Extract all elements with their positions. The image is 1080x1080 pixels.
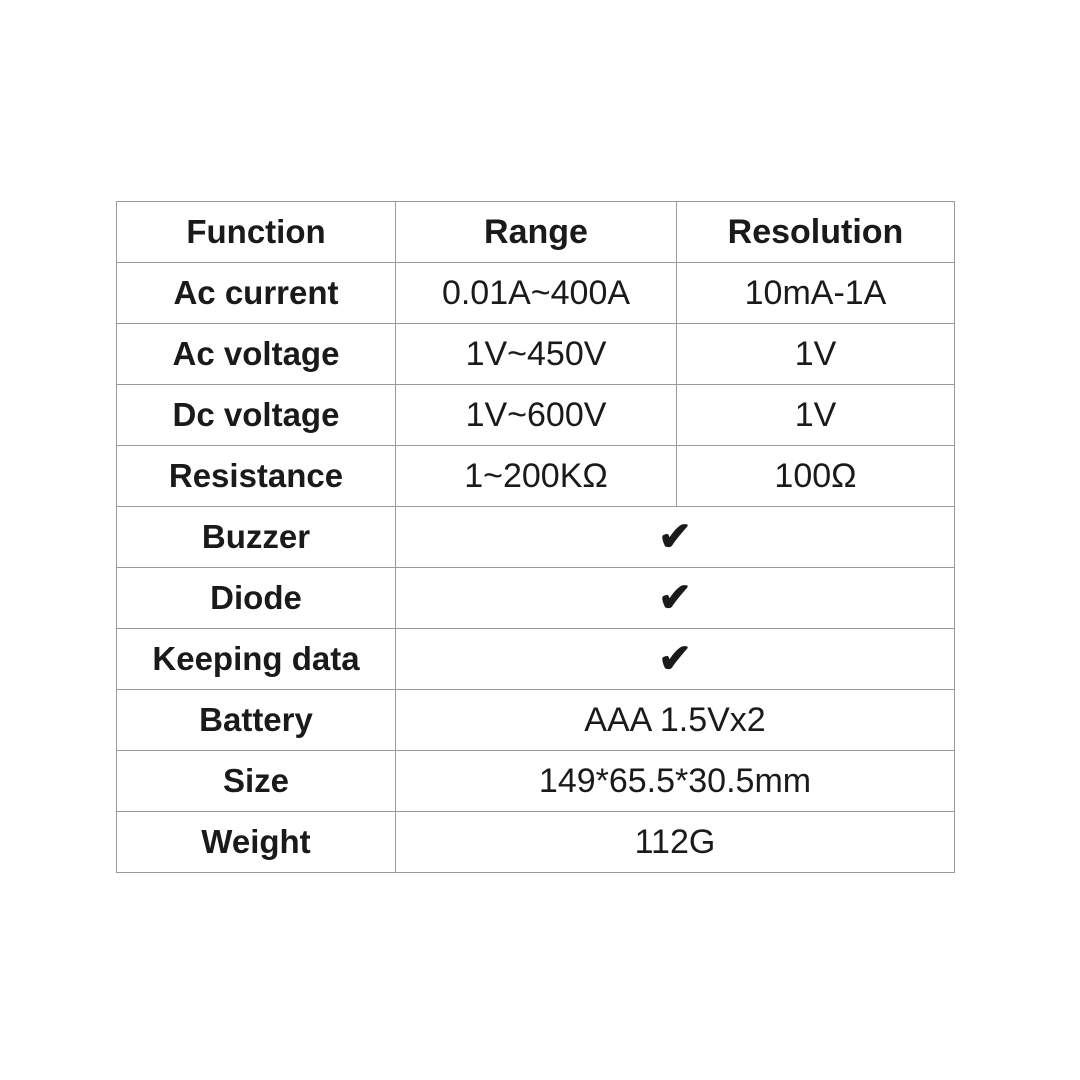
value-cell: 112G [395,811,955,873]
table-row: Dc voltage 1V~600V 1V [116,384,955,446]
table-row: Buzzer ✔ [116,506,955,568]
range-cell: 0.01A~400A [395,262,677,324]
spec-table: Function Range Resolution Ac current 0.01… [116,201,955,873]
function-cell: Size [116,750,396,812]
resolution-cell: 1V [676,384,955,446]
value-cell: AAA 1.5Vx2 [395,689,955,751]
function-cell: Buzzer [116,506,396,568]
function-cell: Resistance [116,445,396,507]
resolution-cell: 100Ω [676,445,955,507]
header-row: Function Range Resolution [116,201,955,263]
check-icon: ✔ [395,628,955,690]
table-row: Resistance 1~200KΩ 100Ω [116,445,955,507]
header-cell: Resolution [676,201,955,263]
check-icon: ✔ [395,506,955,568]
function-cell: Keeping data [116,628,396,690]
function-cell: Ac voltage [116,323,396,385]
value-cell: 149*65.5*30.5mm [395,750,955,812]
table-row: Size 149*65.5*30.5mm [116,750,955,812]
range-cell: 1V~450V [395,323,677,385]
resolution-cell: 1V [676,323,955,385]
table-row: Keeping data ✔ [116,628,955,690]
table-row: Weight 112G [116,811,955,873]
resolution-cell: 10mA-1A [676,262,955,324]
function-cell: Ac current [116,262,396,324]
function-cell: Battery [116,689,396,751]
table-row: Ac voltage 1V~450V 1V [116,323,955,385]
function-cell: Dc voltage [116,384,396,446]
range-cell: 1~200KΩ [395,445,677,507]
header-cell: Range [395,201,677,263]
header-cell: Function [116,201,396,263]
table-row: Battery AAA 1.5Vx2 [116,689,955,751]
table-row: Ac current 0.01A~400A 10mA-1A [116,262,955,324]
range-cell: 1V~600V [395,384,677,446]
check-icon: ✔ [395,567,955,629]
function-cell: Weight [116,811,396,873]
table-row: Diode ✔ [116,567,955,629]
function-cell: Diode [116,567,396,629]
